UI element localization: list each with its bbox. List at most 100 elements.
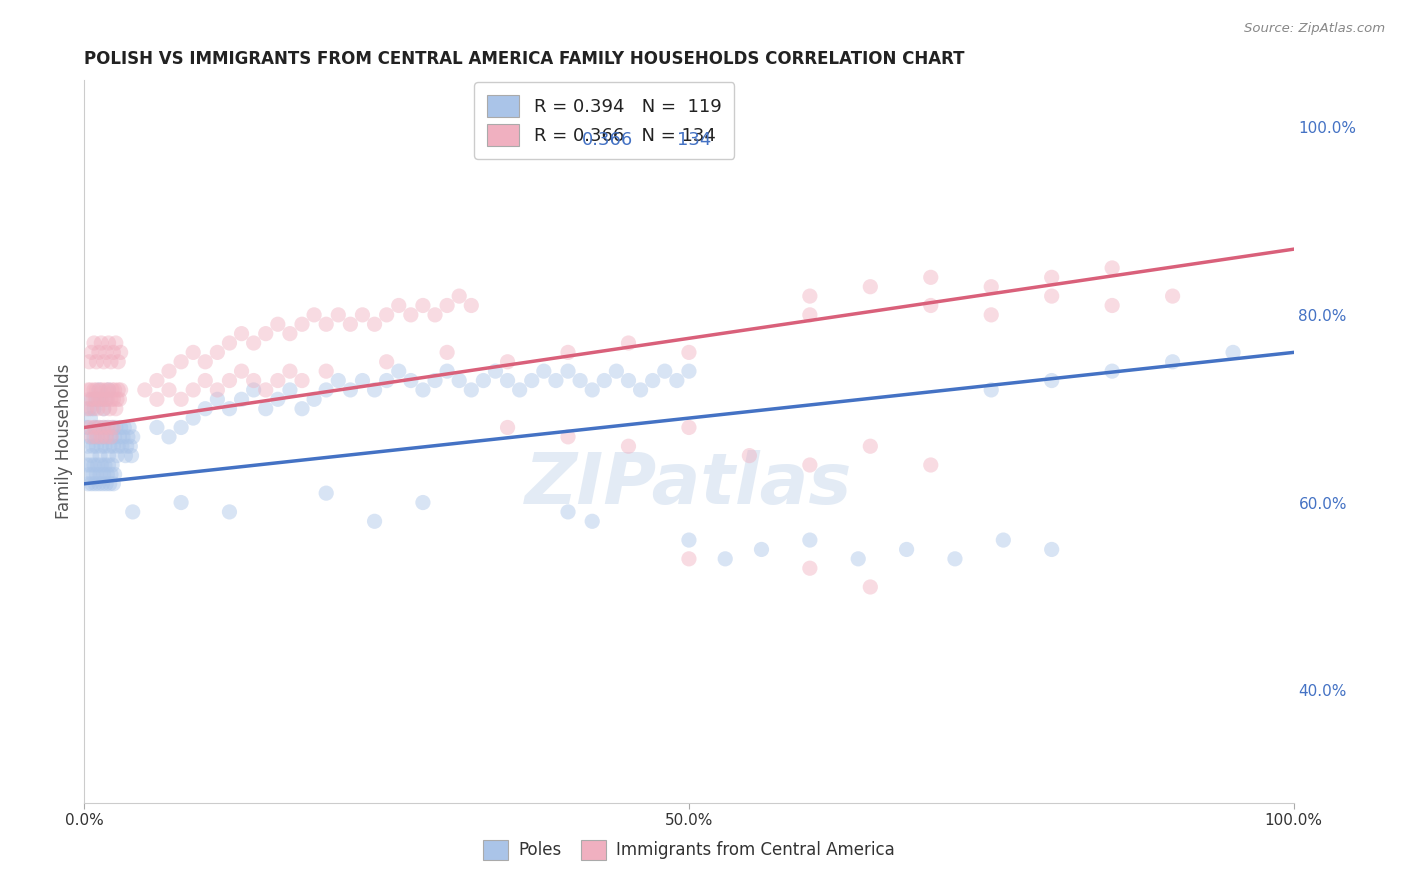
Point xyxy=(846,551,869,566)
Point xyxy=(105,392,128,407)
Point xyxy=(181,383,204,397)
Y-axis label: Family Households: Family Households xyxy=(55,364,73,519)
Point xyxy=(91,476,114,491)
Point xyxy=(436,364,458,378)
Point xyxy=(678,345,700,359)
Point xyxy=(436,298,458,312)
Point xyxy=(544,374,567,388)
Point xyxy=(678,364,700,378)
Text: Source: ZipAtlas.com: Source: ZipAtlas.com xyxy=(1244,22,1385,36)
Point xyxy=(993,533,1015,547)
Point xyxy=(194,355,217,369)
Point xyxy=(302,392,325,407)
Point xyxy=(315,318,337,332)
Point xyxy=(291,318,314,332)
Point xyxy=(654,364,676,378)
Point xyxy=(751,542,773,557)
Point xyxy=(218,401,240,416)
Point xyxy=(1040,270,1063,285)
Point xyxy=(146,392,169,407)
Point xyxy=(86,439,108,453)
Text: ZIPatlas: ZIPatlas xyxy=(526,450,852,519)
Point xyxy=(91,430,114,444)
Point xyxy=(84,420,107,434)
Point xyxy=(291,374,314,388)
Point xyxy=(90,430,112,444)
Point xyxy=(79,458,101,472)
Point xyxy=(93,420,115,434)
Point xyxy=(388,364,411,378)
Point xyxy=(100,392,122,407)
Point xyxy=(412,495,434,509)
Point xyxy=(557,345,579,359)
Point xyxy=(98,401,121,416)
Point xyxy=(569,374,592,388)
Point xyxy=(496,355,519,369)
Point xyxy=(557,364,579,378)
Point xyxy=(93,401,115,416)
Point xyxy=(94,345,117,359)
Point xyxy=(146,374,169,388)
Point xyxy=(1101,364,1123,378)
Point xyxy=(77,392,100,407)
Point xyxy=(82,392,104,407)
Point xyxy=(94,383,117,397)
Point xyxy=(86,392,108,407)
Point xyxy=(80,345,103,359)
Point xyxy=(91,383,114,397)
Point xyxy=(254,326,277,341)
Point xyxy=(799,458,821,472)
Point xyxy=(87,476,110,491)
Point xyxy=(207,383,229,397)
Point xyxy=(93,355,115,369)
Point xyxy=(134,383,156,397)
Point xyxy=(83,383,105,397)
Point xyxy=(980,383,1002,397)
Point xyxy=(412,298,434,312)
Point xyxy=(104,383,127,397)
Point xyxy=(118,420,141,434)
Point xyxy=(302,308,325,322)
Point xyxy=(436,345,458,359)
Point xyxy=(352,308,374,322)
Point xyxy=(96,467,118,482)
Point xyxy=(89,449,111,463)
Point xyxy=(80,401,103,416)
Point xyxy=(104,401,127,416)
Point xyxy=(1161,355,1184,369)
Point xyxy=(375,308,398,322)
Point xyxy=(83,420,105,434)
Point xyxy=(352,374,374,388)
Point xyxy=(104,420,127,434)
Point xyxy=(533,364,555,378)
Point xyxy=(93,420,115,434)
Point xyxy=(859,439,882,453)
Point xyxy=(557,505,579,519)
Point xyxy=(267,318,290,332)
Point xyxy=(86,401,108,416)
Point xyxy=(77,383,100,397)
Point xyxy=(100,467,122,482)
Point xyxy=(86,458,108,472)
Point xyxy=(108,392,131,407)
Point xyxy=(114,449,136,463)
Point xyxy=(157,364,180,378)
Point xyxy=(980,308,1002,322)
Point xyxy=(207,392,229,407)
Point xyxy=(170,495,193,509)
Point xyxy=(484,364,506,378)
Point xyxy=(242,336,264,351)
Point xyxy=(1101,260,1123,275)
Point xyxy=(89,383,111,397)
Point xyxy=(799,308,821,322)
Point xyxy=(943,551,966,566)
Point xyxy=(557,430,579,444)
Point xyxy=(96,392,118,407)
Point xyxy=(242,374,264,388)
Point xyxy=(472,374,495,388)
Point xyxy=(581,383,603,397)
Point xyxy=(242,383,264,397)
Point xyxy=(90,336,112,351)
Point xyxy=(339,383,361,397)
Point xyxy=(112,420,135,434)
